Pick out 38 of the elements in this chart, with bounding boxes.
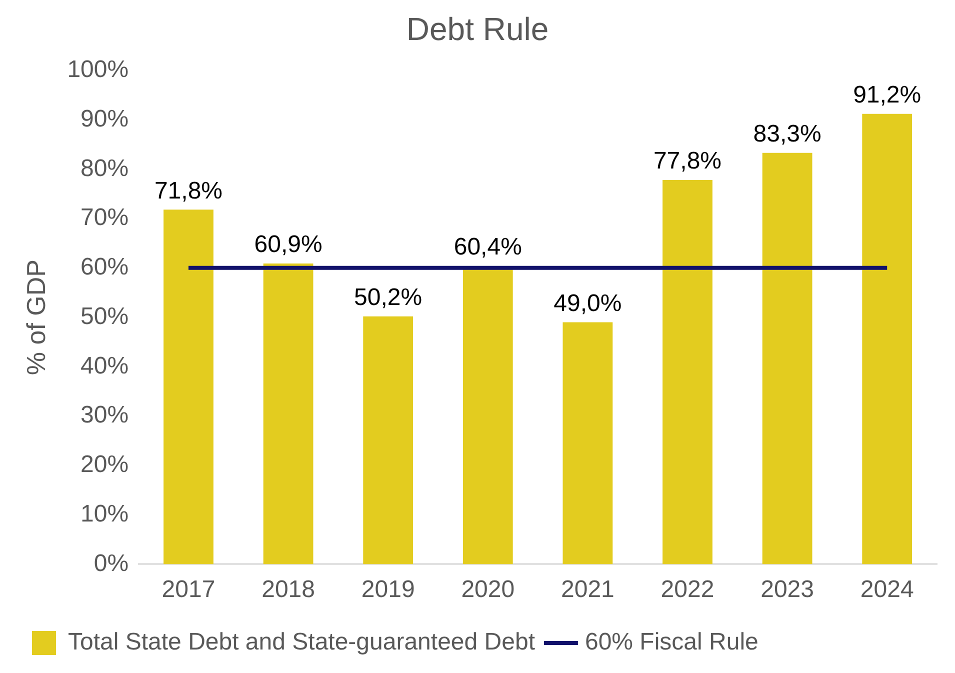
y-tick-label: 70% <box>80 204 129 232</box>
x-tick-label: 2017 <box>162 576 216 604</box>
data-label: 60,4% <box>454 234 522 261</box>
data-label: 60,9% <box>254 231 322 258</box>
bar <box>263 263 314 564</box>
x-tick-label: 2021 <box>560 576 614 604</box>
y-tick-label: 20% <box>80 451 129 478</box>
bar <box>164 210 214 564</box>
bar <box>662 180 712 564</box>
data-label: 77,8% <box>653 148 722 175</box>
y-tick-label: 50% <box>80 302 129 330</box>
y-tick-label: 90% <box>80 105 129 132</box>
y-tick-label: 80% <box>80 154 129 182</box>
data-label: 50,2% <box>354 284 422 311</box>
x-tick-label: 2023 <box>760 576 814 604</box>
legend-label: Total State Debt and State-guaranteed Debt <box>68 628 536 656</box>
legend-label: 60% Fiscal Rule <box>584 628 758 656</box>
data-label: 91,2% <box>853 81 922 108</box>
data-label: 71,8% <box>154 177 223 204</box>
x-tick-label: 2019 <box>361 576 415 604</box>
data-label: 83,3% <box>753 120 822 148</box>
data-label: 49,0% <box>554 290 622 317</box>
bar <box>363 316 414 564</box>
y-tick-label: 30% <box>80 402 129 429</box>
x-tick-label: 2024 <box>860 576 914 604</box>
y-tick-label: 0% <box>94 550 129 577</box>
bar <box>562 322 613 564</box>
x-tick-label: 2018 <box>262 576 315 604</box>
y-tick-label: 10% <box>80 500 129 528</box>
y-tick-label: 100% <box>67 56 129 84</box>
y-tick-label: 60% <box>80 254 129 281</box>
x-tick-label: 2020 <box>461 576 515 604</box>
y-tick-label: 40% <box>80 352 129 380</box>
y-axis-title: % of GDP <box>20 260 51 376</box>
bar <box>862 114 912 564</box>
chart-title: Debt Rule <box>406 11 549 48</box>
x-tick-label: 2022 <box>660 576 714 604</box>
bar <box>762 152 812 564</box>
